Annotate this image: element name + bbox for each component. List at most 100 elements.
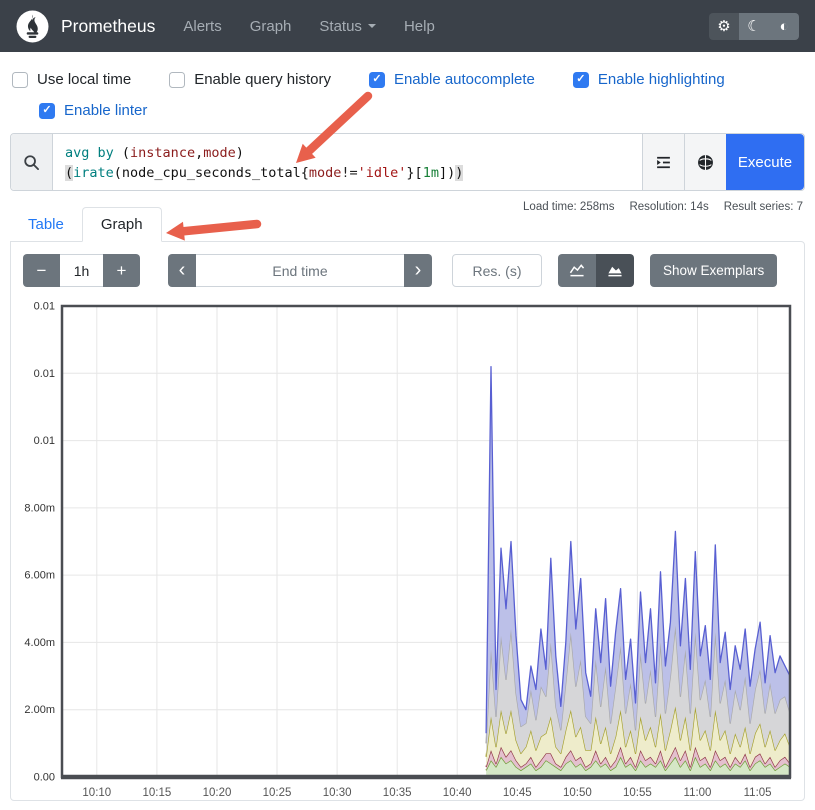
svg-text:11:00: 11:00 xyxy=(684,787,712,799)
option-label: Enable linter xyxy=(64,102,148,119)
line-chart-toggle-button[interactable] xyxy=(558,254,596,287)
search-addon xyxy=(11,134,53,190)
svg-text:10:10: 10:10 xyxy=(82,787,111,799)
option-enable-linter[interactable]: Enable linter xyxy=(39,102,803,119)
graph-controls: − + ‹ › xyxy=(23,254,792,287)
increase-range-button[interactable]: + xyxy=(103,254,140,287)
svg-text:2.00m: 2.00m xyxy=(24,704,55,716)
option-label: Use local time xyxy=(37,71,132,88)
graph-panel: − + ‹ › xyxy=(10,241,805,801)
option-use-local-time[interactable]: Use local time xyxy=(12,71,131,88)
svg-text:11:05: 11:05 xyxy=(744,787,772,799)
query-bar: avg by (instance,mode) (irate(node_cpu_se… xyxy=(10,133,805,191)
resolution-input[interactable] xyxy=(452,254,542,287)
query-stats: Load time: 258ms Resolution: 14s Result … xyxy=(523,201,803,213)
checkbox-icon[interactable] xyxy=(169,71,186,88)
promql-token: irate xyxy=(73,165,114,181)
promql-token: != xyxy=(341,165,358,181)
tab-table[interactable]: Table xyxy=(28,216,64,233)
promql-token: }[ xyxy=(406,165,423,181)
stacked-area-icon xyxy=(608,266,622,277)
svg-text:10:40: 10:40 xyxy=(443,787,472,799)
svg-text:6.00m: 6.00m xyxy=(24,570,55,582)
metrics-explorer-button[interactable] xyxy=(684,134,726,190)
promql-token: , xyxy=(195,145,204,161)
dark-theme-button[interactable]: ☾ xyxy=(739,12,769,40)
theme-button-group: ⚙ ☾ ◐ xyxy=(709,12,799,40)
tab-graph[interactable]: Graph xyxy=(81,207,162,242)
navbar: Prometheus Alerts Graph Status Help ⚙ ☾ … xyxy=(0,0,815,52)
option-enable-query-history[interactable]: Enable query history xyxy=(169,71,331,88)
svg-text:10:50: 10:50 xyxy=(563,787,592,799)
option-label: Enable query history xyxy=(194,71,331,88)
moon-icon: ☾ xyxy=(747,18,761,35)
stacked-chart-toggle-button[interactable] xyxy=(596,254,634,287)
resolution: Resolution: 14s xyxy=(629,201,709,213)
nav-item-status[interactable]: Status xyxy=(305,10,390,43)
format-icon xyxy=(657,156,670,168)
shift-time-forward-button[interactable]: › xyxy=(404,254,432,287)
line-chart-icon xyxy=(569,264,585,277)
format-expression-button[interactable] xyxy=(642,134,684,190)
decrease-range-button[interactable]: − xyxy=(23,254,60,287)
range-input[interactable] xyxy=(60,254,103,287)
promql-token: mode xyxy=(203,145,236,161)
checkbox-icon[interactable] xyxy=(572,71,589,88)
svg-text:10:30: 10:30 xyxy=(323,787,352,799)
svg-text:10:15: 10:15 xyxy=(143,787,172,799)
show-exemplars-button[interactable]: Show Exemplars xyxy=(650,254,778,287)
promql-token: ) xyxy=(235,145,244,161)
promql-token: ( xyxy=(121,145,131,161)
checkbox-icon[interactable] xyxy=(39,102,55,119)
promql-token: ( xyxy=(65,165,74,181)
promql-token: 1m xyxy=(422,165,439,181)
gear-icon: ⚙ xyxy=(717,18,731,35)
svg-text:10:55: 10:55 xyxy=(623,787,652,799)
svg-text:10:45: 10:45 xyxy=(503,787,532,799)
option-enable-highlighting[interactable]: Enable highlighting xyxy=(572,71,725,88)
promql-token: avg by xyxy=(65,145,122,161)
svg-text:10:35: 10:35 xyxy=(383,787,412,799)
options-row-2: Enable linter xyxy=(0,88,815,119)
contrast-icon: ◐ xyxy=(779,17,789,35)
svg-text:4.00m: 4.00m xyxy=(24,637,55,649)
settings-gear-button[interactable]: ⚙ xyxy=(709,12,739,40)
execute-button[interactable]: Execute xyxy=(726,134,804,190)
option-label: Enable autocomplete xyxy=(393,71,535,88)
auto-theme-button[interactable]: ◐ xyxy=(769,12,799,40)
svg-text:8.00m: 8.00m xyxy=(24,502,55,514)
option-label: Enable highlighting xyxy=(597,71,725,88)
nav-item-graph[interactable]: Graph xyxy=(249,17,292,35)
svg-text:0.01: 0.01 xyxy=(34,301,55,313)
chart-area: 0.00 2.00m 4.00m 6.00m 8.00m 0.01 0.01 0.01 10:1… xyxy=(23,299,792,799)
options-row: Use local time Enable query history Enab… xyxy=(0,52,815,88)
globe-icon xyxy=(698,154,713,170)
end-time-group: ‹ › xyxy=(168,254,432,287)
range-stepper: − + xyxy=(23,254,140,287)
svg-text:0.01: 0.01 xyxy=(34,368,55,380)
svg-text:10:20: 10:20 xyxy=(203,787,232,799)
option-enable-autocomplete[interactable]: Enable autocomplete xyxy=(368,71,535,88)
checkbox-icon[interactable] xyxy=(12,71,28,88)
promql-expression-input[interactable]: avg by (instance,mode) (irate(node_cpu_se… xyxy=(53,134,642,190)
stacked-area-chart[interactable]: 0.00 2.00m 4.00m 6.00m 8.00m 0.01 0.01 0.01 10:1… xyxy=(23,299,792,799)
chart-type-toggle xyxy=(558,254,634,287)
shift-time-back-button[interactable]: ‹ xyxy=(168,254,196,287)
promql-token: 'idle' xyxy=(357,165,407,181)
promql-token: (node_cpu_seconds_total{ xyxy=(113,165,309,181)
app-title: Prometheus xyxy=(61,15,156,36)
svg-text:0.00: 0.00 xyxy=(34,772,55,784)
promql-token: instance xyxy=(130,145,196,161)
svg-text:10:25: 10:25 xyxy=(263,787,292,799)
nav-item-help[interactable]: Help xyxy=(403,17,435,35)
nav-item-alerts[interactable]: Alerts xyxy=(183,17,222,35)
svg-text:0.01: 0.01 xyxy=(34,435,55,447)
tabs-row: Load time: 258ms Resolution: 14s Result … xyxy=(10,201,805,242)
load-time: Load time: 258ms xyxy=(523,201,615,213)
checkbox-icon[interactable] xyxy=(368,71,385,88)
promql-token: ) xyxy=(455,165,464,181)
end-time-input[interactable] xyxy=(196,254,404,287)
result-series: Result series: 7 xyxy=(723,201,803,213)
nav-item-status-label: Status xyxy=(319,17,362,35)
